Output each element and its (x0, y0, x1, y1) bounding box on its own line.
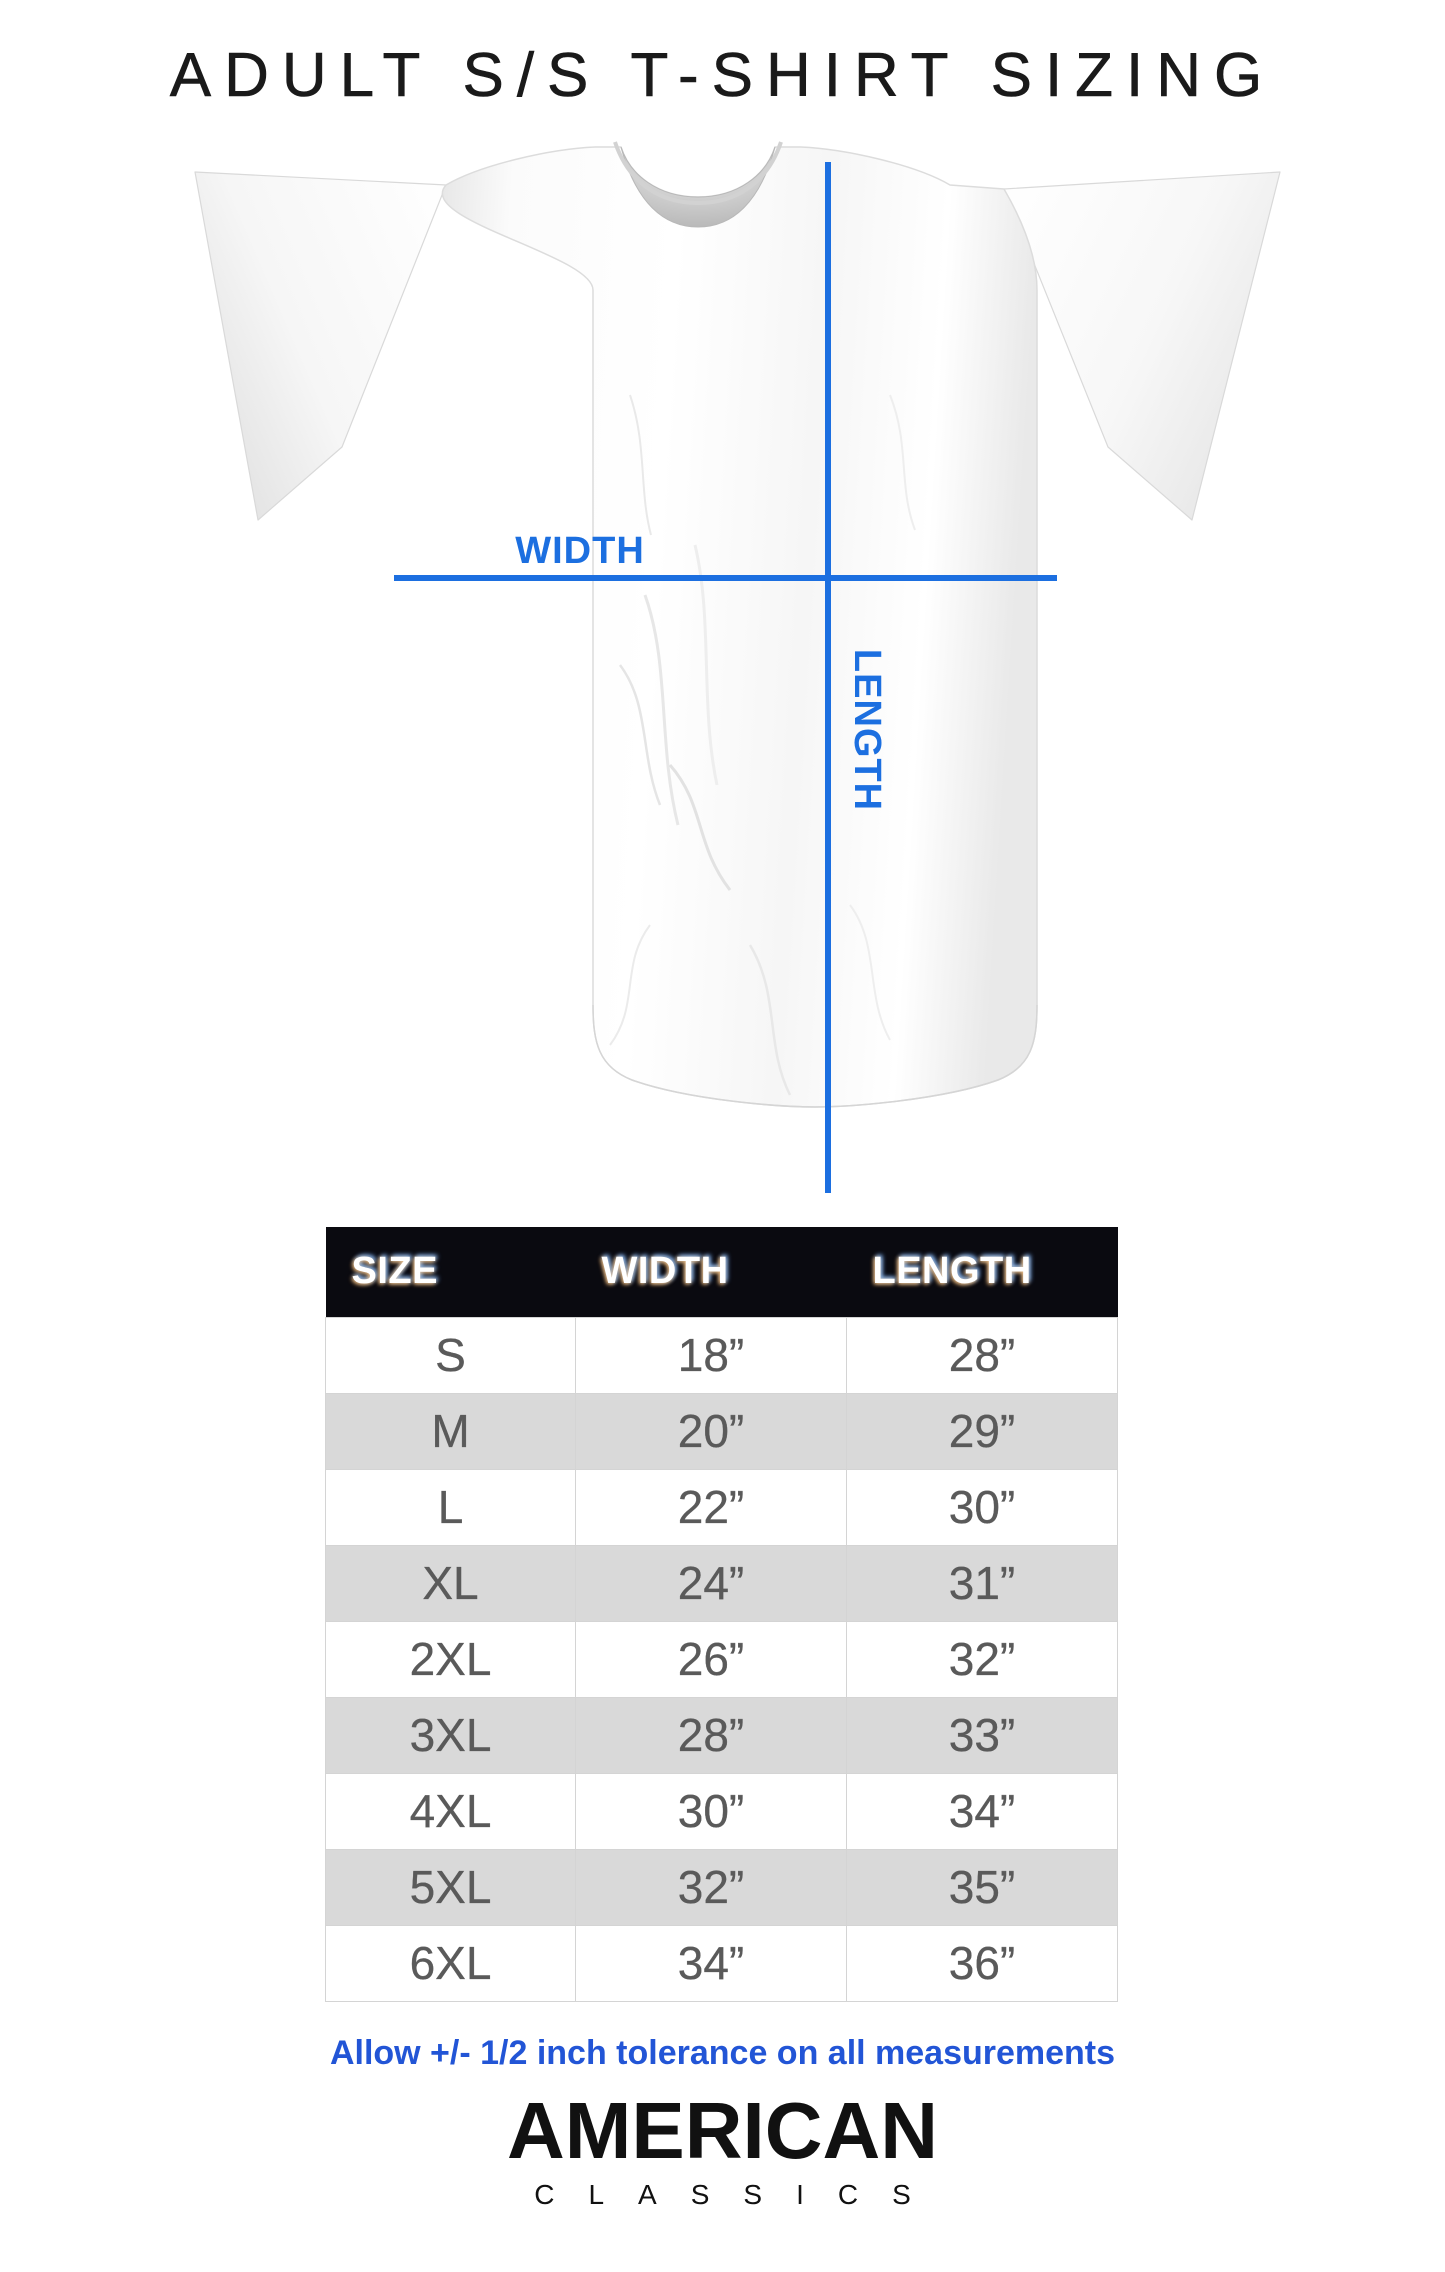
svg-text:WIDTH: WIDTH (515, 530, 645, 572)
svg-text:LENGTH: LENGTH (846, 649, 888, 811)
